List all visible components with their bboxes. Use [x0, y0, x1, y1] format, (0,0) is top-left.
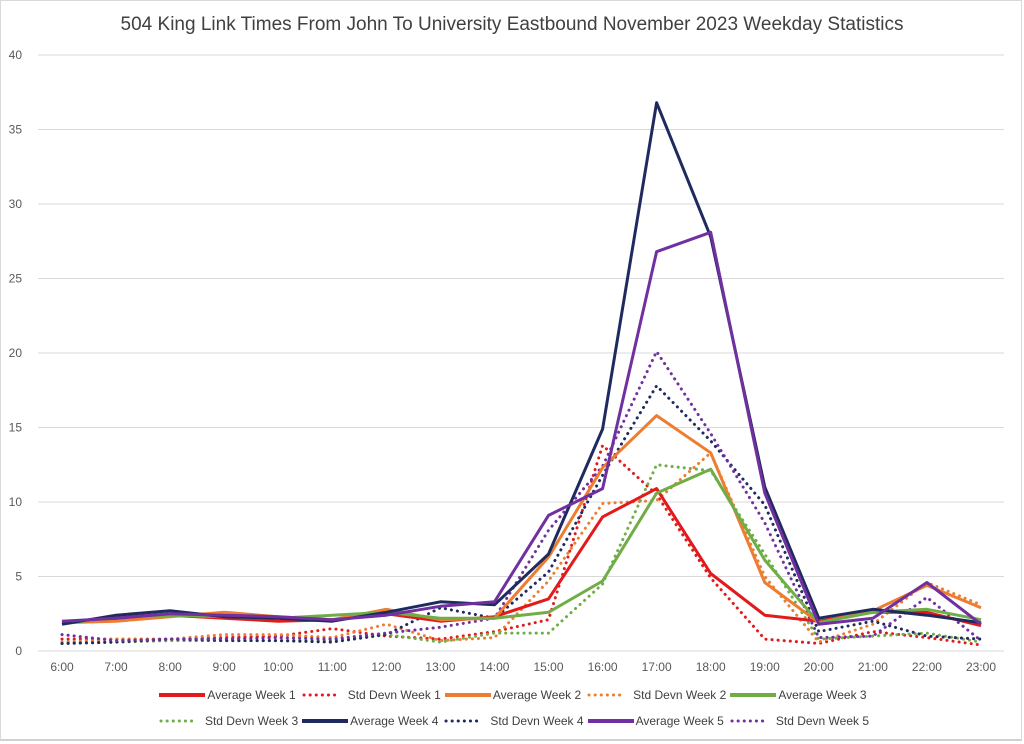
legend-swatch [730, 719, 768, 723]
legend-swatch [159, 719, 197, 723]
y-tick-label: 15 [9, 421, 23, 435]
legend-label: Average Week 3 [778, 688, 867, 702]
series-line-std-devn-week-5 [60, 350, 983, 643]
series-lines [60, 101, 983, 647]
x-tick-label: 6:00 [50, 660, 74, 674]
legend-item: Average Week 3 [728, 688, 867, 702]
x-tick-label: 8:00 [158, 660, 182, 674]
legend-item: Average Week 1 [157, 688, 296, 702]
series-line-average-week-2 [61, 414, 982, 625]
y-tick-label: 0 [15, 644, 22, 658]
series-line-average-week-3 [61, 467, 982, 626]
x-tick-label: 7:00 [104, 660, 128, 674]
legend-item: Std Devn Week 2 [583, 688, 726, 702]
legend-label: Std Devn Week 3 [204, 714, 299, 728]
series-line-average-week-5 [61, 230, 982, 626]
legend-item: Std Devn Week 3 [155, 714, 298, 728]
series-line-std-devn-week-1 [60, 443, 983, 647]
legend-label: Std Devn Week 2 [633, 688, 727, 702]
legend-swatch [444, 719, 482, 723]
y-tick-label: 10 [9, 495, 23, 509]
legend-label: Std Devn Week 1 [347, 688, 441, 702]
x-tick-label: 21:00 [858, 660, 888, 674]
legend-label: Average Week 1 [207, 688, 296, 702]
x-tick-label: 9:00 [212, 660, 236, 674]
legend-item: Average Week 2 [443, 688, 581, 702]
y-tick-label: 30 [9, 197, 23, 211]
legend-row: Std Devn Week 3 Average Week 4 Std Devn We… [0, 714, 1024, 728]
legend-item: Std Devn Week 4 [440, 714, 584, 728]
x-tick-label: 14:00 [479, 660, 509, 674]
x-tick-label: 15:00 [534, 660, 564, 674]
legend-swatch [587, 693, 625, 697]
legend-swatch [587, 719, 634, 723]
x-tick-label: 20:00 [804, 660, 834, 674]
legend-label: Std Devn Week 4 [490, 714, 584, 728]
x-tick-label: 18:00 [696, 660, 726, 674]
legend-label: Std Devn Week 5 [775, 714, 870, 728]
series-line-std-devn-week-4 [60, 384, 983, 645]
legend-swatch [444, 693, 491, 697]
x-tick-label: 23:00 [966, 660, 996, 674]
y-tick-label: 35 [9, 123, 23, 137]
x-tick-label: 13:00 [425, 660, 455, 674]
legend-item: Std Devn Week 1 [298, 688, 441, 702]
x-tick-label: 11:00 [318, 660, 347, 674]
legend-swatch [159, 693, 206, 697]
y-tick-label: 5 [15, 570, 22, 584]
y-tick-label: 25 [9, 272, 23, 286]
legend-label: Average Week 2 [492, 688, 582, 702]
y-axis-ticks: 0 5 10 15 20 25 30 35 40 [9, 48, 23, 658]
x-tick-label: 16:00 [588, 660, 618, 674]
legend-item: Average Week 5 [586, 714, 724, 728]
gridlines [38, 54, 1004, 652]
y-tick-label: 40 [9, 48, 23, 62]
x-tick-label: 22:00 [912, 660, 942, 674]
legend-swatch [302, 719, 349, 723]
x-tick-label: 12:00 [371, 660, 401, 674]
x-tick-label: 10:00 [263, 660, 293, 674]
x-axis-ticks: 6:00 7:00 8:00 9:00 10:00 11:00 12:00 13:00 14:0… [50, 660, 996, 674]
legend-row: Average Week 1 Std Devn Week 1 Average Wee… [0, 688, 1024, 702]
x-tick-label: 17:00 [642, 660, 672, 674]
series-line-average-week-4 [61, 101, 982, 626]
legend-label: Average Week 4 [350, 714, 439, 728]
x-tick-label: 19:00 [750, 660, 780, 674]
legend-swatch [302, 693, 340, 697]
legend-label: Average Week 5 [635, 714, 724, 728]
legend-swatch [730, 693, 777, 697]
legend-item: Average Week 4 [300, 714, 438, 728]
chart-title: 504 King Link Times From John To Univers… [120, 14, 904, 35]
legend-item: Std Devn Week 5 [726, 714, 869, 728]
y-tick-label: 20 [9, 346, 23, 360]
